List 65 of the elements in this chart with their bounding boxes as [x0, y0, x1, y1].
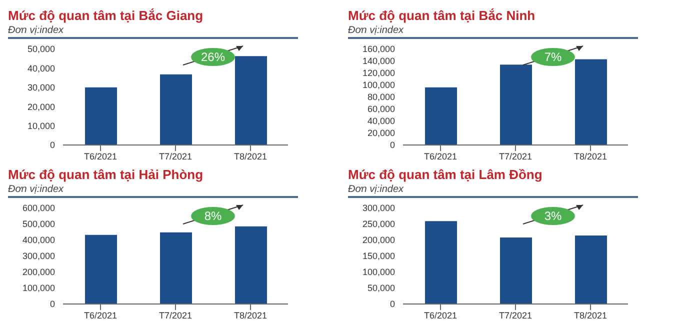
- bar: [500, 64, 532, 145]
- y-tick-label: 100,000: [362, 80, 395, 90]
- chart-subtitle: Đơn vị:index: [348, 183, 638, 198]
- x-tick-label: T8/2021: [234, 151, 268, 162]
- x-tick-label: T8/2021: [574, 151, 608, 162]
- y-tick-label: 50,000: [27, 44, 55, 54]
- y-tick-label: 400,000: [22, 235, 55, 246]
- y-tick-label: 100,000: [22, 283, 55, 294]
- y-tick-label: 200,000: [22, 267, 55, 278]
- y-tick-label: 0: [390, 299, 395, 310]
- annotation: 3%: [531, 207, 575, 225]
- y-tick-label: 20,000: [367, 128, 395, 138]
- chart-subtitle: Đơn vị:index: [8, 183, 298, 198]
- y-tick-label: 30,000: [27, 82, 55, 93]
- bar: [160, 74, 192, 145]
- y-tick-label: 160,000: [362, 44, 395, 54]
- y-tick-label: 300,000: [362, 203, 395, 214]
- chart-title: Mức độ quan tâm tại Hải Phòng: [8, 167, 204, 183]
- chart-subtitle: Đơn vị:index: [348, 24, 638, 39]
- y-tick-label: 250,000: [362, 219, 395, 230]
- y-tick-label: 500,000: [22, 219, 55, 230]
- y-tick-label: 80,000: [367, 92, 395, 102]
- bar: [500, 237, 532, 304]
- x-tick-label: T6/2021: [424, 151, 458, 162]
- x-tick-label: T7/2021: [158, 310, 192, 320]
- y-tick-label: 100,000: [362, 267, 395, 278]
- bar: [85, 87, 117, 145]
- y-tick-label: 40,000: [27, 63, 55, 74]
- x-tick-label: T7/2021: [498, 310, 532, 320]
- y-tick-label: 140,000: [362, 56, 395, 66]
- y-tick-label: 600,000: [22, 203, 55, 214]
- x-tick-label: T8/2021: [574, 310, 608, 320]
- y-tick-label: 60,000: [367, 104, 395, 114]
- y-tick-label: 0: [390, 140, 395, 150]
- chart-title: Mức độ quan tâm tại Bắc Giang: [8, 8, 204, 24]
- x-tick-label: T6/2021: [84, 310, 118, 320]
- annotation: 26%: [191, 48, 235, 66]
- x-tick-label: T6/2021: [424, 310, 458, 320]
- annotation: 8%: [191, 207, 235, 225]
- bar: [235, 226, 267, 304]
- bar: [575, 59, 607, 145]
- chart-title: Mức độ quan tâm tại Lâm Đồng: [348, 167, 544, 183]
- y-tick-label: 0: [50, 299, 55, 310]
- bar: [160, 232, 192, 304]
- bar: [425, 221, 457, 304]
- y-tick-label: 300,000: [22, 251, 55, 262]
- bar: [425, 87, 457, 145]
- y-tick-label: 50,000: [367, 283, 395, 294]
- y-tick-label: 120,000: [362, 68, 395, 78]
- chart-title: Mức độ quan tâm tại Bắc Ninh: [348, 8, 536, 24]
- y-tick-label: 10,000: [27, 120, 55, 131]
- x-tick-label: T6/2021: [84, 151, 118, 162]
- y-tick-label: 150,000: [362, 251, 395, 262]
- annotation: 7%: [531, 48, 575, 66]
- y-tick-label: 0: [50, 140, 55, 150]
- bar: [575, 236, 607, 304]
- y-tick-label: 20,000: [27, 102, 55, 112]
- y-tick-label: 40,000: [367, 116, 395, 126]
- chart-subtitle: Đơn vị:index: [8, 24, 298, 39]
- bar: [235, 56, 267, 145]
- x-tick-label: T7/2021: [158, 151, 192, 162]
- x-tick-label: T7/2021: [498, 151, 532, 162]
- x-tick-label: T8/2021: [234, 310, 268, 320]
- bar: [85, 234, 117, 304]
- y-tick-label: 200,000: [362, 235, 395, 246]
